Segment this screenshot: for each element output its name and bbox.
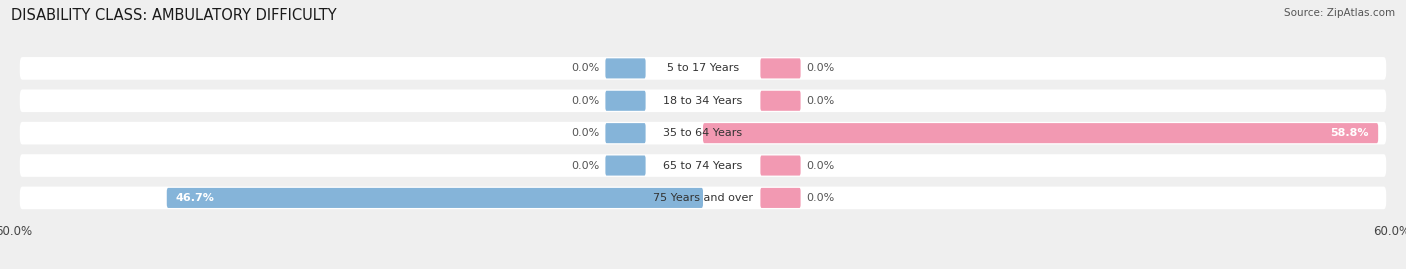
Text: 0.0%: 0.0% [807, 193, 835, 203]
Text: 75 Years and over: 75 Years and over [652, 193, 754, 203]
FancyBboxPatch shape [20, 187, 1386, 209]
Text: 46.7%: 46.7% [176, 193, 215, 203]
FancyBboxPatch shape [20, 57, 1386, 80]
FancyBboxPatch shape [761, 58, 800, 79]
Text: 5 to 17 Years: 5 to 17 Years [666, 63, 740, 73]
FancyBboxPatch shape [606, 91, 645, 111]
Text: 35 to 64 Years: 35 to 64 Years [664, 128, 742, 138]
Text: 0.0%: 0.0% [807, 161, 835, 171]
Text: 0.0%: 0.0% [571, 128, 599, 138]
FancyBboxPatch shape [20, 154, 1386, 177]
Text: 0.0%: 0.0% [571, 63, 599, 73]
FancyBboxPatch shape [761, 188, 800, 208]
Text: 18 to 34 Years: 18 to 34 Years [664, 96, 742, 106]
FancyBboxPatch shape [20, 90, 1386, 112]
FancyBboxPatch shape [761, 91, 800, 111]
Text: Source: ZipAtlas.com: Source: ZipAtlas.com [1284, 8, 1395, 18]
Text: 0.0%: 0.0% [571, 96, 599, 106]
FancyBboxPatch shape [703, 123, 1378, 143]
FancyBboxPatch shape [606, 155, 645, 176]
Text: 58.8%: 58.8% [1330, 128, 1369, 138]
FancyBboxPatch shape [167, 188, 703, 208]
Text: 0.0%: 0.0% [807, 96, 835, 106]
FancyBboxPatch shape [606, 58, 645, 79]
FancyBboxPatch shape [761, 155, 800, 176]
FancyBboxPatch shape [606, 123, 645, 143]
Text: 0.0%: 0.0% [571, 161, 599, 171]
FancyBboxPatch shape [20, 122, 1386, 144]
Text: DISABILITY CLASS: AMBULATORY DIFFICULTY: DISABILITY CLASS: AMBULATORY DIFFICULTY [11, 8, 337, 23]
Text: 65 to 74 Years: 65 to 74 Years [664, 161, 742, 171]
Text: 0.0%: 0.0% [807, 63, 835, 73]
